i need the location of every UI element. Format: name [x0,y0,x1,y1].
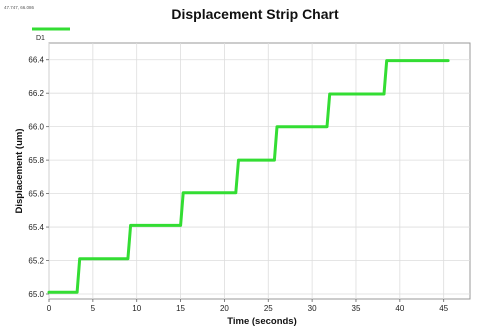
y-tick-label: 66.0 [28,123,44,132]
chart-title: Displacement Strip Chart [171,6,339,22]
data-point [75,291,79,294]
x-tick-label: 0 [47,304,52,313]
series-line-d1 [47,59,450,294]
data-point [446,59,450,62]
x-tick-label: 5 [91,304,96,313]
data-point [129,224,132,227]
series-layer [47,59,450,294]
x-tick-label: 35 [352,304,361,313]
data-point [325,125,329,128]
data-point [234,191,238,194]
x-axis-ticks: 0 5 10 15 20 25 30 35 40 45 [47,299,449,313]
x-tick-label: 15 [176,304,185,313]
y-axis-ticks: 65.0 65.2 65.4 65.6 65.8 66.0 66.2 66.4 [28,56,49,299]
y-tick-label: 66.4 [28,56,44,65]
y-tick-label: 65.6 [28,190,44,199]
data-point [47,291,51,294]
x-axis-label: Time (seconds) [227,316,297,327]
x-tick-label: 20 [220,304,229,313]
legend-label-d1: D1 [36,35,45,42]
coordinate-readout: 47.747, 66.086 [4,5,35,10]
data-point [78,257,81,261]
grid-lines [48,43,470,299]
data-point [273,158,276,162]
y-tick-label: 66.2 [28,89,44,98]
y-tick-label: 65.2 [28,257,44,266]
y-axis-label: Displacement (um) [14,129,25,214]
data-point [237,158,240,162]
data-point [328,92,331,96]
x-tick-label: 40 [395,304,404,313]
x-tick-label: 30 [308,304,317,313]
x-tick-label: 10 [132,304,141,313]
y-tick-label: 65.8 [28,156,44,165]
y-tick-label: 65.4 [28,223,44,232]
data-point [382,92,386,96]
data-point [275,125,279,128]
legend: D1 [32,27,70,42]
x-tick-label: 45 [439,304,448,313]
data-point [181,191,185,194]
data-point [179,224,182,227]
data-point [126,257,130,261]
data-point [385,59,388,62]
x-tick-label: 25 [264,304,273,313]
y-tick-label: 65.0 [28,290,44,299]
